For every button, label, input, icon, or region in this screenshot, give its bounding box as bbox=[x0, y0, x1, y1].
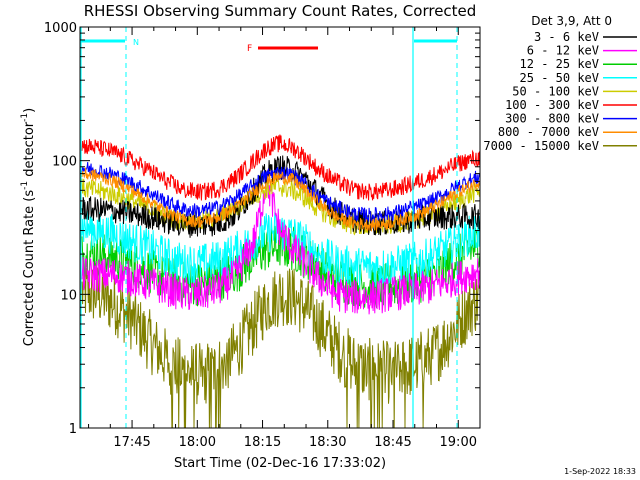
series-line-5 bbox=[81, 134, 480, 201]
axes: 1 10 100 1000 17:45 18:00 18:15 18:30 18:45 19:00 bbox=[44, 21, 481, 450]
series-line-8 bbox=[81, 260, 480, 428]
x-tick-label-3: 18:30 bbox=[309, 435, 346, 450]
y-tick-label-0: 1 bbox=[69, 422, 77, 437]
chart-title: RHESSI Observing Summary Count Rates, Co… bbox=[84, 2, 477, 20]
legend-label-8: 7000 - 15000 keV bbox=[483, 139, 599, 153]
x-tick-label-5: 19:00 bbox=[440, 435, 477, 450]
legend-label-2: 12 - 25 keV bbox=[520, 57, 599, 71]
series-line-6 bbox=[81, 161, 480, 224]
series-line-1 bbox=[81, 169, 480, 315]
legend-label-3: 25 - 50 keV bbox=[520, 71, 599, 85]
x-axis-label: Start Time (02-Dec-16 17:33:02) bbox=[174, 456, 386, 471]
footer-timestamp: 1-Sep-2022 18:33 bbox=[564, 467, 636, 476]
y-axis-label-sup1: -1 bbox=[20, 181, 30, 190]
y-tick-label-2: 100 bbox=[52, 155, 77, 170]
y-tick-label-1: 10 bbox=[60, 288, 77, 303]
y-axis-label: Corrected Count Rate (s-1 detector-1) bbox=[20, 108, 37, 346]
y-axis-label-main: Corrected Count Rate (s bbox=[22, 190, 37, 347]
legend-header: Det 3,9, Att 0 bbox=[531, 14, 612, 28]
x-tick-label-0: 17:45 bbox=[113, 435, 150, 450]
legend-label-0: 3 - 6 keV bbox=[534, 30, 599, 44]
legend-label-4: 50 - 100 keV bbox=[512, 84, 599, 98]
y-axis-label-end: ) bbox=[22, 108, 37, 113]
night-marker-label: N bbox=[133, 38, 139, 47]
legend-label-7: 800 - 7000 keV bbox=[498, 125, 599, 139]
y-axis-label-sup2: -1 bbox=[20, 113, 30, 122]
x-tick-label-1: 18:00 bbox=[179, 435, 216, 450]
flare-marker-label: F bbox=[247, 44, 252, 54]
legend-label-6: 300 - 800 keV bbox=[505, 112, 599, 126]
legend-label-1: 6 - 12 keV bbox=[527, 44, 599, 58]
plot-area: NF bbox=[80, 27, 480, 428]
y-axis-label-mid: detector bbox=[22, 121, 37, 181]
y-tick-label-3: 1000 bbox=[44, 21, 77, 36]
series-line-7 bbox=[81, 167, 480, 232]
legend-label-5: 100 - 300 keV bbox=[505, 98, 599, 112]
plot-frame bbox=[79, 26, 481, 429]
x-tick-label-4: 18:45 bbox=[374, 435, 411, 450]
series-line-3 bbox=[81, 209, 480, 288]
x-tick-label-2: 18:15 bbox=[244, 435, 281, 450]
